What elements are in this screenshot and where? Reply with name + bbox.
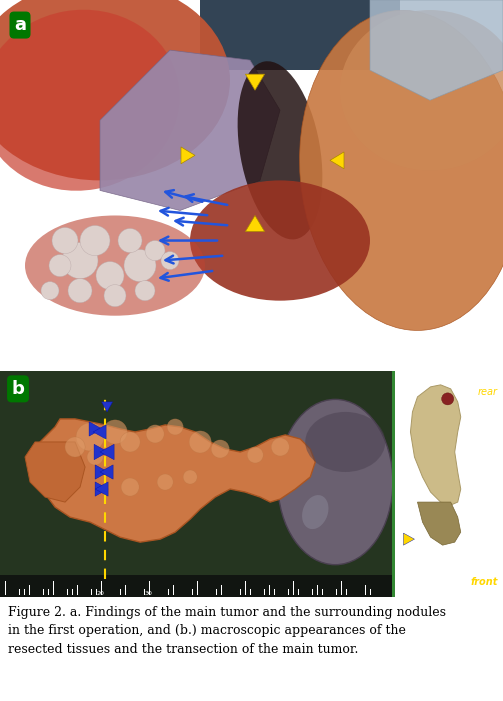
Bar <box>365 585 366 595</box>
Bar <box>77 585 78 595</box>
Circle shape <box>211 440 229 458</box>
Circle shape <box>87 449 103 465</box>
Bar <box>269 585 270 595</box>
Circle shape <box>104 285 126 306</box>
Ellipse shape <box>340 10 503 170</box>
Circle shape <box>49 254 71 277</box>
Ellipse shape <box>190 180 370 301</box>
Ellipse shape <box>25 215 205 315</box>
Circle shape <box>68 278 92 303</box>
Circle shape <box>247 447 263 463</box>
Bar <box>317 585 318 595</box>
Polygon shape <box>403 533 414 545</box>
Polygon shape <box>181 147 195 164</box>
Circle shape <box>96 261 124 290</box>
Bar <box>101 581 102 595</box>
Polygon shape <box>410 385 461 505</box>
Polygon shape <box>95 482 108 496</box>
Circle shape <box>189 431 211 453</box>
Circle shape <box>120 432 140 452</box>
Polygon shape <box>102 402 113 412</box>
Ellipse shape <box>237 61 322 240</box>
Circle shape <box>124 250 156 282</box>
Polygon shape <box>245 215 265 231</box>
Bar <box>5 581 6 595</box>
Ellipse shape <box>278 400 393 565</box>
Circle shape <box>135 280 155 301</box>
Circle shape <box>161 252 179 270</box>
Polygon shape <box>417 502 461 545</box>
Ellipse shape <box>0 0 230 180</box>
Circle shape <box>41 282 59 299</box>
Circle shape <box>103 420 127 444</box>
Bar <box>342 581 343 595</box>
Circle shape <box>121 478 139 496</box>
Text: rear: rear <box>478 387 498 397</box>
Text: front: front <box>471 577 498 587</box>
Circle shape <box>145 240 165 261</box>
Ellipse shape <box>0 10 180 191</box>
Bar <box>125 585 126 595</box>
Bar <box>200 0 400 70</box>
Polygon shape <box>93 425 106 439</box>
Circle shape <box>167 419 183 435</box>
Bar <box>173 585 174 595</box>
Bar <box>392 371 395 597</box>
Bar <box>293 581 294 595</box>
Ellipse shape <box>302 495 328 529</box>
Polygon shape <box>330 152 344 169</box>
Circle shape <box>62 243 98 278</box>
Circle shape <box>183 470 197 484</box>
Text: 20: 20 <box>96 591 104 597</box>
Circle shape <box>65 437 85 457</box>
Polygon shape <box>94 444 108 460</box>
Circle shape <box>442 393 454 405</box>
Bar <box>221 585 222 595</box>
Text: b: b <box>12 380 25 398</box>
Polygon shape <box>100 50 280 210</box>
Circle shape <box>76 423 104 451</box>
Circle shape <box>271 438 289 456</box>
Bar <box>0 576 392 597</box>
Ellipse shape <box>305 412 385 472</box>
Polygon shape <box>245 74 265 90</box>
Text: 30: 30 <box>144 591 152 597</box>
Ellipse shape <box>299 11 503 330</box>
Bar <box>53 581 54 595</box>
Bar <box>197 581 198 595</box>
Circle shape <box>52 228 78 254</box>
Circle shape <box>146 425 164 443</box>
Text: a: a <box>14 16 26 34</box>
Polygon shape <box>89 422 102 436</box>
Polygon shape <box>100 444 114 460</box>
Text: Figure 2. a. Findings of the main tumor and the surrounding nodules
in the first: Figure 2. a. Findings of the main tumor … <box>8 606 446 655</box>
Polygon shape <box>25 442 85 502</box>
Polygon shape <box>370 0 503 100</box>
Polygon shape <box>95 465 108 479</box>
Bar <box>29 585 30 595</box>
Circle shape <box>118 229 142 252</box>
Polygon shape <box>100 465 113 479</box>
Circle shape <box>80 226 110 256</box>
Bar <box>245 581 246 595</box>
Bar <box>149 581 150 595</box>
Polygon shape <box>35 419 315 542</box>
Circle shape <box>157 474 173 490</box>
Polygon shape <box>95 482 108 496</box>
